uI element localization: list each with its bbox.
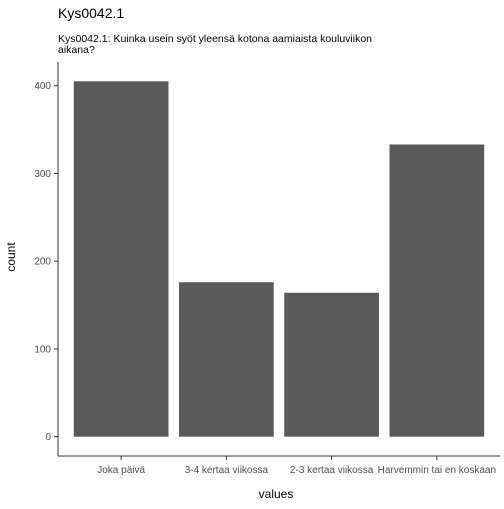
plot-area: 0 100 200 300 400 Joka päivä 3-4 kertaa viikos… xyxy=(34,62,500,476)
y-tick-label-3: 200 xyxy=(34,257,51,268)
y-tick-label-5: 400 xyxy=(34,81,51,92)
chart-subtitle-line-1: Kys0042.1: Kuinka usein syöt yleensä kot… xyxy=(58,33,372,45)
x-tick-label-1: Joka päivä xyxy=(97,465,145,476)
y-tick-label-4: 300 xyxy=(34,169,51,180)
chart-subtitle-line-2: aikana? xyxy=(58,44,95,56)
y-tick-label-2: 100 xyxy=(34,344,51,355)
x-tick-label-2: 3-4 kertaa viikossa xyxy=(185,465,269,476)
bar-4 xyxy=(389,144,485,437)
chart-title: Kys0042.1 xyxy=(58,5,124,21)
chart-subtitle: Kys0042.1: Kuinka usein syöt yleensä kot… xyxy=(58,33,375,56)
bar-1 xyxy=(73,81,169,437)
bar-2 xyxy=(179,282,274,437)
y-tick-label-1: 0 xyxy=(45,432,51,443)
bar-3 xyxy=(284,292,379,437)
x-axis-label: values xyxy=(259,487,294,501)
y-axis-label: count xyxy=(4,242,18,272)
x-tick-label-3: 2-3 kertaa viikossa xyxy=(290,465,374,476)
x-tick-label-4: Harvemmin tai en koskaan xyxy=(378,465,496,476)
